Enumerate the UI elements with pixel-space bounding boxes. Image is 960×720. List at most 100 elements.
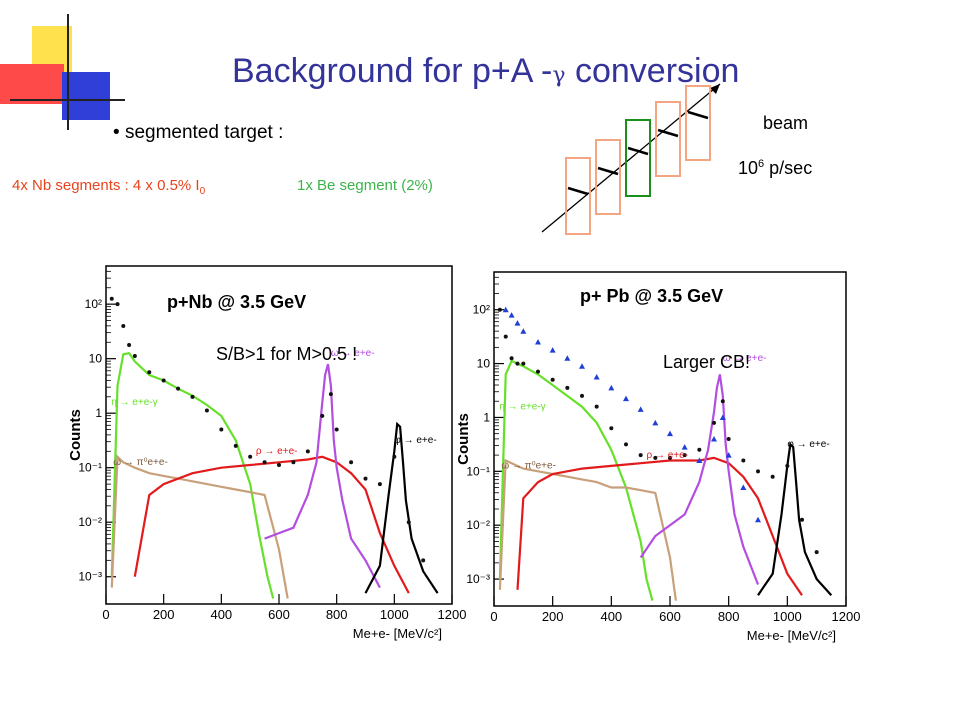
- c1-series-sum-point: [638, 453, 643, 458]
- bullet-text: segmented target :: [124, 122, 284, 143]
- target-foils: [567, 110, 709, 196]
- c0-x-tick-label: 200: [153, 607, 175, 622]
- nb-target-1: [565, 157, 591, 235]
- c1-series-sum-point: [521, 361, 526, 366]
- c0-series-sum-point: [121, 323, 126, 328]
- c1-series-sum-point: [756, 469, 760, 474]
- c1-series-sum-point: [697, 447, 702, 452]
- c0-series-sum-point: [262, 460, 267, 465]
- c1-series-e-e: [498, 359, 654, 601]
- c0-series-sum-point: [109, 296, 114, 301]
- foil-1: [567, 186, 589, 196]
- c0-series-sum-point: [392, 454, 397, 459]
- c1-series-data-point: [637, 406, 644, 412]
- chart-ppb-title: p+ Pb @ 3.5 GeV: [580, 286, 724, 306]
- title-end: conversion: [574, 52, 740, 90]
- be-segment-text: 1x Be segment (2%): [297, 177, 433, 194]
- nb-segments-text: 4x Nb segments : 4 x 0.5% I0: [12, 177, 205, 197]
- c1-series-e-e: [516, 456, 803, 596]
- c1-series-sum-point: [594, 404, 599, 409]
- c0-series-sum-point: [115, 302, 120, 307]
- rate-unit: p/sec: [769, 158, 813, 178]
- c1-y-tick-label: 10⁻²: [466, 518, 490, 532]
- c0-series-sum-point: [161, 378, 166, 383]
- c0-series-e-e: [110, 351, 275, 599]
- c0-y-tick-label: 1: [95, 406, 102, 420]
- c1-series-sum-point: [580, 393, 584, 398]
- rate-base: 10: [738, 158, 759, 178]
- c1-legend-e-e: ω → π⁰e+e-: [501, 461, 556, 472]
- foil-4: [687, 110, 709, 120]
- nb-subscript: 0: [199, 186, 206, 197]
- nb-segments-label: 4x Nb segments : 4 x 0.5% I: [12, 177, 200, 194]
- c0-series-sum-point: [219, 427, 224, 432]
- c1-series-e-e: [757, 442, 833, 596]
- c0-x-tick-label: 0: [102, 607, 109, 622]
- c0-series-e-e: [110, 454, 289, 599]
- beam-axis-line: [541, 83, 721, 233]
- c0-series-sum-point: [406, 520, 411, 525]
- beam-arrow-head: [710, 84, 720, 94]
- c1-legend-e-e: ω → e+e-: [723, 353, 767, 364]
- decor-red-block: [0, 64, 64, 104]
- c0-series-sum-point: [363, 476, 368, 481]
- c1-x-tick-label: 1000: [773, 609, 802, 624]
- c1-x-tick-label: 800: [718, 609, 740, 624]
- c1-series-sum-point: [814, 550, 819, 555]
- c1-series-data-point: [593, 374, 600, 380]
- c1-series-data-point: [725, 452, 732, 458]
- c1-series-sum-point: [609, 426, 614, 431]
- c1-series-data-point: [652, 419, 659, 426]
- c1-y-tick-label: 10⁻³: [466, 572, 490, 586]
- c1-series-data-point: [755, 516, 761, 523]
- c0-series-sum-point: [334, 427, 339, 432]
- foil-2: [597, 166, 619, 176]
- c0-x-tick-label: 400: [210, 607, 232, 622]
- c0-series-sum-point: [320, 413, 325, 418]
- c1-legend-e-e: η → e+e-γ: [499, 401, 545, 412]
- be-target: [625, 119, 651, 197]
- c1-series-sum-point: [497, 307, 502, 312]
- chart-pnb-title: p+Nb @ 3.5 GeV: [167, 292, 307, 312]
- c1-x-tick-label: 600: [659, 609, 681, 624]
- c1-series-sum-point: [741, 458, 746, 463]
- c1-series-data-point: [667, 430, 673, 437]
- c0-series-sum-point: [349, 460, 354, 465]
- c0-series-e-e: [133, 455, 410, 594]
- c1-series-group: [497, 306, 833, 601]
- c0-legend-e-e: ω → π⁰e+e-: [113, 457, 168, 468]
- c1-y-tick-label: 1: [483, 410, 490, 424]
- c0-series-sum-point: [291, 460, 296, 465]
- c0-series-sum-point: [147, 370, 152, 375]
- target-schematic: [541, 83, 721, 235]
- c1-series-data-point: [608, 384, 615, 391]
- c0-y-tick-label: 10²: [85, 297, 102, 311]
- slide-decoration: [0, 14, 125, 130]
- c1-series-sum-point: [726, 437, 731, 441]
- c1-series-data-point: [681, 444, 688, 450]
- slide-title: Background for p+A -γ conversion: [232, 52, 739, 91]
- c1-legend-e-e: φ → e+e-: [787, 439, 829, 450]
- c1-y-axis-label: Counts: [455, 413, 472, 465]
- nb-target-4: [685, 85, 711, 161]
- c1-series-sum-point: [785, 463, 790, 468]
- c1-series-sum-point: [712, 420, 716, 425]
- title-main: Background for p+A -: [232, 52, 553, 90]
- c0-y-tick-label: 10⁻³: [78, 570, 102, 584]
- c0-x-axis-label: Me+e- [MeV/c²]: [353, 626, 442, 641]
- c1-series-data-point: [502, 306, 509, 313]
- c1-y-tick-label: 10⁻¹: [466, 464, 490, 478]
- chart-ppb: 10⁻³ 10⁻² 10⁻¹ 1 10 10² 0 200 400 600 800 1000 1200 M…: [455, 271, 860, 643]
- c1-series-data-point: [719, 414, 726, 420]
- decor-blue-block: [62, 72, 110, 120]
- c0-series-sum-point: [176, 386, 181, 391]
- c0-series-sum-point: [248, 454, 253, 459]
- c0-series-sum-point: [328, 392, 333, 397]
- c0-y-tick-label: 10⁻²: [78, 515, 102, 529]
- c0-legend-e-e: φ → e+e-: [394, 435, 436, 446]
- c1-y-tick-label: 10²: [473, 303, 490, 317]
- c0-series-group: [109, 296, 439, 599]
- chart-pnb: 10⁻³ 10⁻² 10⁻¹ 1 10 10² 0 200 400 600 800 1000 1200 M…: [67, 265, 466, 641]
- c1-series-sum-point: [720, 399, 725, 404]
- c0-x-tick-label: 800: [326, 607, 348, 622]
